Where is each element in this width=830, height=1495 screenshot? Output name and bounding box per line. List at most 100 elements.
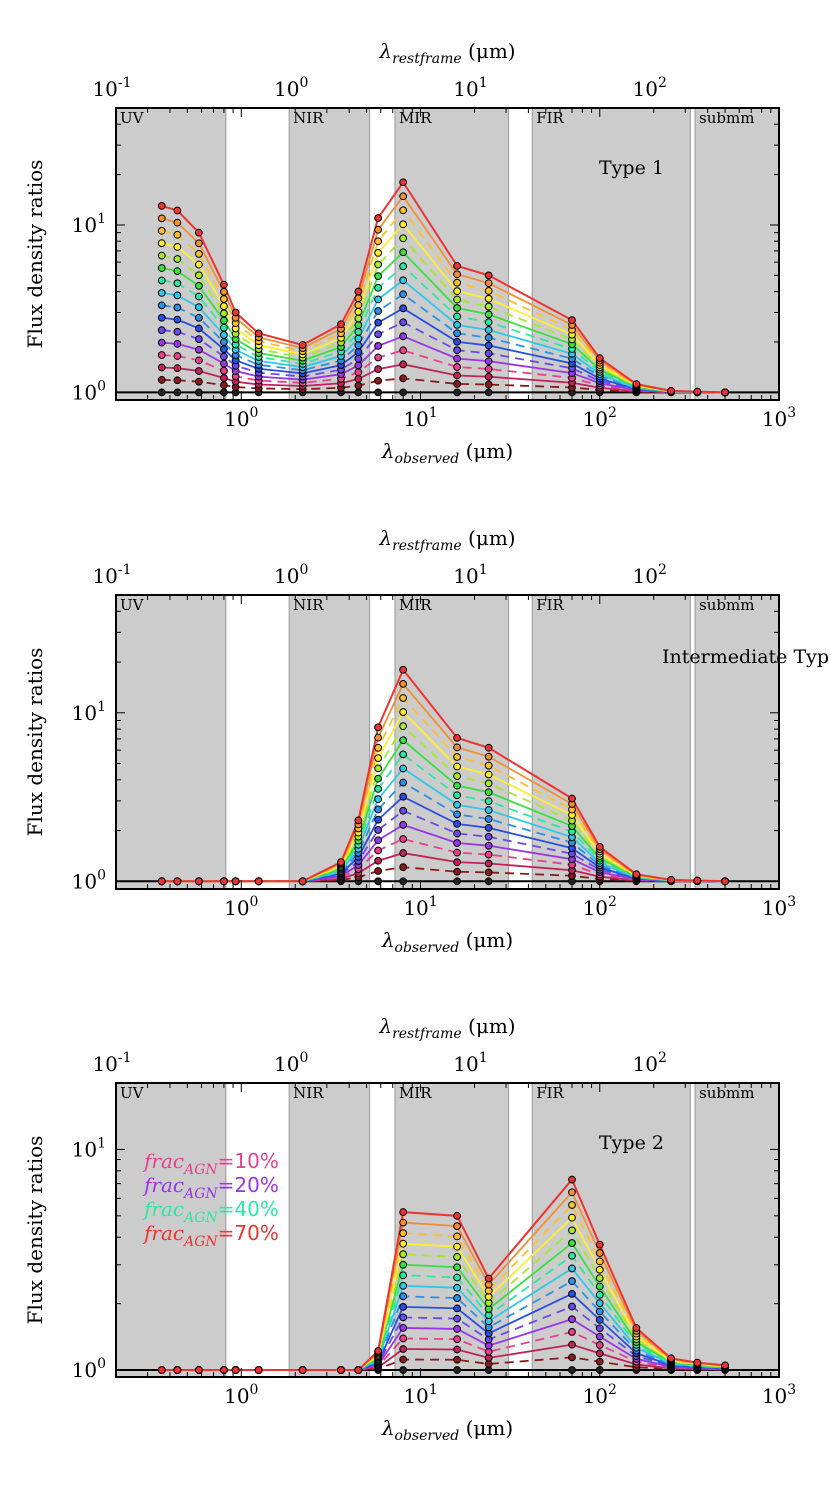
- series-15-point-13: [568, 794, 576, 803]
- series-10-point-0: [157, 264, 166, 272]
- band-submm: [694, 1083, 779, 1377]
- series-12-point-12: [484, 770, 493, 779]
- series-15-point-4: [231, 1366, 240, 1374]
- series-10-point-2: [194, 281, 203, 290]
- series-11-point-13: [568, 1226, 576, 1235]
- series-13-point-12: [484, 761, 493, 770]
- series-11-point-2: [194, 271, 203, 280]
- series-6-point-9: [374, 815, 383, 824]
- series-8-point-3: [220, 331, 228, 339]
- tick-label-base: 10: [92, 77, 117, 101]
- series-9-point-0: [157, 276, 166, 285]
- tick-label-base: 10: [72, 1137, 97, 1161]
- series-14-point-8: [354, 294, 363, 303]
- series-14-point-11: [453, 270, 462, 279]
- series-15-point-16: [667, 875, 675, 884]
- series-15-point-3: [220, 280, 228, 289]
- tick-label-base: 10: [453, 77, 478, 101]
- band-uv: [116, 595, 227, 889]
- series-3-point-10: [399, 1334, 408, 1343]
- xtick-label-bottom: 103: [762, 1382, 796, 1408]
- series-12-point-9: [374, 754, 383, 763]
- series-7-point-1: [173, 303, 182, 312]
- tick-label-base: 10: [403, 1384, 428, 1408]
- series-7-point-12: [484, 333, 493, 342]
- axis-label-unit: (μm): [462, 526, 516, 550]
- series-12-point-2: [194, 260, 203, 269]
- tick-label-exponent: 0: [250, 894, 259, 910]
- tick-label-exponent: -1: [118, 1050, 132, 1066]
- series-8-point-0: [157, 289, 166, 297]
- ytick-label: 100: [72, 1356, 106, 1382]
- tick-label-exponent: 0: [300, 562, 309, 578]
- axis-label-unit: (μm): [462, 1014, 516, 1038]
- axis-label-lambda: λ: [381, 1416, 395, 1440]
- series-15-point-6: [298, 877, 307, 886]
- series-6-point-11: [453, 1304, 462, 1313]
- series-14-point-11: [453, 743, 462, 752]
- series-1-point-12: [484, 380, 493, 389]
- series-8-point-10: [399, 276, 408, 285]
- series-0-point-12: [484, 388, 493, 397]
- series-15-point-15: [632, 1324, 641, 1332]
- series-10-point-8: [354, 321, 363, 330]
- series-5-point-3: [220, 352, 228, 361]
- tick-label-exponent: 0: [300, 1050, 309, 1066]
- series-12-point-3: [220, 302, 228, 311]
- series-7-point-3: [220, 338, 228, 346]
- band-label-nir: NIR: [293, 596, 324, 614]
- series-7-point-14: [595, 1307, 604, 1316]
- series-5-point-0: [157, 326, 166, 335]
- series-6-point-10: [399, 1302, 408, 1311]
- xtick-label-top: 102: [633, 1050, 667, 1076]
- series-10-point-1: [173, 267, 182, 276]
- series-5-point-14: [595, 1324, 604, 1333]
- series-6-point-9: [374, 318, 383, 327]
- series-14-point-9: [374, 733, 383, 742]
- tick-label-exponent: 1: [479, 1050, 488, 1066]
- series-2-point-12: [484, 859, 493, 868]
- series-7-point-9: [374, 307, 383, 315]
- series-3-point-9: [374, 353, 383, 362]
- tick-label-base: 10: [762, 1384, 787, 1408]
- series-5-point-13: [568, 1302, 576, 1311]
- series-7-point-11: [453, 1294, 462, 1302]
- series-15-point-4: [231, 877, 240, 886]
- tick-label-base: 10: [274, 1052, 299, 1076]
- series-13-point-14: [595, 1257, 604, 1266]
- tick-label-base: 10: [72, 380, 97, 404]
- panel-title: Intermediate Type: [662, 646, 830, 668]
- series-11-point-8: [354, 314, 363, 323]
- series-15-point-9: [374, 1347, 383, 1355]
- series-13-point-9: [374, 743, 383, 752]
- series-14-point-10: [399, 679, 408, 688]
- legend-frac: frac: [142, 1197, 184, 1221]
- series-7-point-10: [399, 778, 408, 787]
- series-9-point-2: [194, 292, 203, 301]
- xtick-label-bottom: 101: [403, 405, 437, 431]
- tick-label-base: 10: [453, 564, 478, 588]
- series-2-point-11: [453, 371, 462, 380]
- series-10-point-10: [399, 736, 408, 745]
- tick-label-exponent: 2: [608, 405, 617, 421]
- band-label-submm: submm: [699, 1084, 754, 1102]
- series-12-point-13: [568, 1213, 576, 1222]
- series-1-point-8: [354, 381, 363, 390]
- x-axis-label-bottom: λobserved (μm): [381, 439, 513, 467]
- band-label-submm: submm: [699, 109, 754, 127]
- series-14-point-14: [595, 1249, 604, 1257]
- series-13-point-9: [374, 237, 383, 246]
- series-12-point-12: [484, 294, 493, 303]
- series-11-point-10: [399, 234, 408, 243]
- series-0-point-9: [374, 388, 383, 397]
- series-8-point-11: [453, 800, 462, 809]
- series-13-point-11: [453, 753, 462, 761]
- series-12-point-11: [453, 287, 462, 296]
- series-11-point-11: [453, 772, 462, 780]
- series-10-point-12: [484, 310, 493, 319]
- series-2-point-3: [220, 374, 228, 382]
- series-12-point-11: [453, 1242, 462, 1251]
- legend-sub: AGN: [182, 1162, 218, 1178]
- series-6-point-12: [484, 823, 493, 832]
